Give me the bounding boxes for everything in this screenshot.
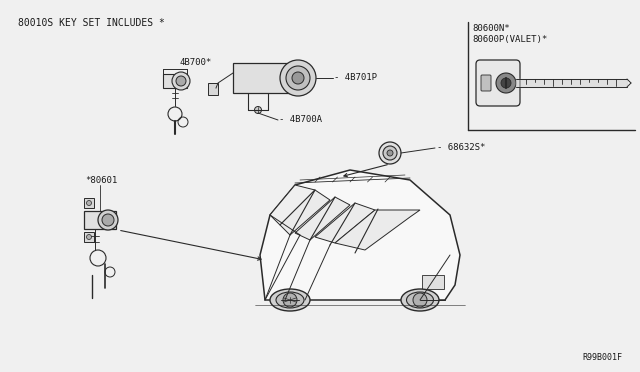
Polygon shape bbox=[260, 170, 460, 300]
Circle shape bbox=[283, 293, 297, 307]
Polygon shape bbox=[335, 210, 420, 250]
Polygon shape bbox=[270, 185, 315, 225]
Text: *80601: *80601 bbox=[85, 176, 117, 185]
Circle shape bbox=[286, 66, 310, 90]
Circle shape bbox=[98, 210, 118, 230]
Circle shape bbox=[86, 234, 92, 240]
Circle shape bbox=[86, 201, 92, 205]
Bar bbox=[84, 232, 94, 242]
FancyBboxPatch shape bbox=[476, 60, 520, 106]
Polygon shape bbox=[280, 190, 330, 235]
Bar bbox=[208, 83, 218, 95]
Text: 4B700*: 4B700* bbox=[180, 58, 212, 67]
Ellipse shape bbox=[406, 292, 433, 308]
Circle shape bbox=[501, 78, 511, 88]
FancyBboxPatch shape bbox=[481, 75, 491, 91]
Circle shape bbox=[496, 73, 516, 93]
Ellipse shape bbox=[270, 289, 310, 311]
Ellipse shape bbox=[401, 289, 439, 311]
Circle shape bbox=[102, 214, 114, 226]
Text: 80010S KEY SET INCLUDES *: 80010S KEY SET INCLUDES * bbox=[18, 18, 165, 28]
Circle shape bbox=[292, 72, 304, 84]
Ellipse shape bbox=[276, 292, 304, 308]
Bar bbox=[84, 211, 116, 229]
Circle shape bbox=[413, 293, 427, 307]
Bar bbox=[422, 275, 444, 289]
Text: - 68632S*: - 68632S* bbox=[437, 144, 485, 153]
Circle shape bbox=[379, 142, 401, 164]
Text: R99B001F: R99B001F bbox=[582, 353, 622, 362]
Circle shape bbox=[387, 150, 393, 156]
Circle shape bbox=[172, 72, 190, 90]
Bar bbox=[84, 198, 94, 208]
Text: - 4B700A: - 4B700A bbox=[279, 115, 322, 125]
Bar bbox=[233, 63, 303, 93]
Circle shape bbox=[176, 76, 186, 86]
Text: 80600P(VALET)*: 80600P(VALET)* bbox=[472, 35, 547, 44]
Bar bbox=[163, 74, 187, 88]
Circle shape bbox=[255, 106, 262, 113]
Text: - 4B701P: - 4B701P bbox=[334, 74, 377, 83]
Polygon shape bbox=[295, 197, 350, 240]
Text: 80600N*: 80600N* bbox=[472, 24, 509, 33]
Circle shape bbox=[280, 60, 316, 96]
Polygon shape bbox=[315, 203, 375, 243]
Circle shape bbox=[383, 146, 397, 160]
